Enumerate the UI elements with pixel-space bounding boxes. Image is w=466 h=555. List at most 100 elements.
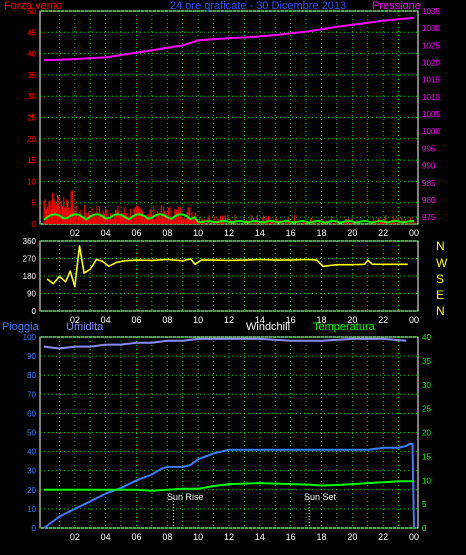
rain-y-tick-left: 60 (27, 409, 36, 418)
compass-n-top: N (436, 239, 445, 253)
rain-y-tick-left: 30 (27, 467, 36, 476)
wind-y-tick-left: 10 (27, 177, 36, 186)
direction-x-tick: 02 (70, 315, 80, 325)
rain-x-tick: 18 (316, 532, 326, 542)
pressure-y-tick-right: 1015 (422, 76, 440, 85)
humidity-title: Umidita (66, 321, 104, 333)
wind-pressure-panel: 0510152025303540455097598098599099510001… (27, 7, 440, 238)
chart-date-title: 24 ore graficate - 30 Dicembre 2013 (170, 0, 347, 12)
pressure-y-tick-right: 1030 (422, 24, 440, 33)
direction-y-tick-left: 0 (32, 307, 37, 316)
pressure-y-tick-right: 985 (422, 179, 436, 188)
compass-s: S (436, 272, 445, 286)
rain-y-tick-left: 80 (27, 371, 36, 380)
wind-x-tick: 00 (409, 228, 419, 238)
temperature-y-tick-right: 30 (422, 381, 431, 390)
rain-x-tick: 14 (255, 532, 265, 542)
pressure-y-tick-right: 975 (422, 213, 436, 222)
rain-y-tick-left: 0 (32, 524, 37, 533)
windchill-title: Windchill (246, 321, 291, 333)
wind-average-line (43, 213, 415, 224)
compass-w: W (436, 256, 448, 270)
rain-x-tick: 10 (193, 532, 203, 542)
pressure-line (43, 16, 415, 62)
rain-line (43, 443, 415, 529)
temperature-y-tick-right: 35 (422, 357, 431, 366)
compass-n-bottom: N (436, 304, 445, 318)
wind-x-tick: 22 (378, 228, 388, 238)
direction-x-tick: 20 (347, 315, 357, 325)
wind-speed-title: Forza vento (4, 0, 63, 12)
rain-x-tick: 12 (224, 532, 234, 542)
wind-direction-panel: 0 90 180 270 360 02 04 06 08 10 12 14 16 18 20 22 00 (23, 237, 419, 325)
direction-x-tick: 18 (316, 315, 326, 325)
pressure-y-tick-right: 990 (422, 162, 436, 171)
temperature-y-tick-right: 0 (422, 524, 427, 533)
rain-x-tick: 08 (162, 532, 172, 542)
sunrise-label: Sun Rise (167, 492, 204, 502)
sunset-label: Sun Set (304, 492, 337, 502)
rain-y-tick-left: 10 (27, 505, 36, 514)
wind-x-tick: 20 (347, 228, 357, 238)
wind-x-tick: 16 (286, 228, 296, 238)
pressure-y-tick-right: 1025 (422, 41, 440, 50)
wind-x-tick: 02 (70, 228, 80, 238)
direction-x-tick: 14 (255, 315, 265, 325)
pressure-y-tick-right: 995 (422, 144, 436, 153)
wind-y-tick-left: 50 (27, 7, 36, 16)
direction-y-tick-left: 180 (23, 272, 37, 281)
direction-y-tick-left: 270 (23, 255, 37, 264)
rain-humidity-panel: 0102030405060708090100051015202530354002… (23, 333, 432, 542)
temperature-y-tick-right: 25 (422, 405, 431, 414)
rain-y-tick-left: 40 (27, 448, 36, 457)
rain-x-tick: 22 (378, 532, 388, 542)
wind-y-tick-left: 45 (27, 28, 36, 37)
wind-y-tick-left: 30 (27, 92, 36, 101)
wind-y-tick-left: 5 (32, 199, 37, 208)
rain-x-tick: 06 (131, 532, 141, 542)
pressure-y-tick-right: 1005 (422, 110, 440, 119)
wind-y-tick-left: 35 (27, 71, 36, 80)
pressure-y-tick-right: 980 (422, 196, 436, 205)
pressure-y-tick-right: 1035 (422, 7, 440, 16)
pressure-title: Pressione (372, 0, 421, 12)
direction-y-tick-left: 360 (23, 237, 37, 246)
pressure-y-tick-right: 1010 (422, 93, 440, 102)
temperature-y-tick-right: 40 (422, 333, 431, 342)
wind-y-tick-left: 20 (27, 135, 36, 144)
wind-x-tick: 10 (193, 228, 203, 238)
direction-x-tick: 12 (224, 315, 234, 325)
temperature-y-tick-right: 15 (422, 452, 431, 461)
temperature-title: Temperatura (313, 321, 375, 333)
wind-x-tick: 14 (255, 228, 265, 238)
wind-x-tick: 06 (131, 228, 141, 238)
rain-y-tick-left: 100 (23, 333, 37, 342)
humidity-line (43, 337, 407, 350)
direction-x-tick: 08 (162, 315, 172, 325)
direction-x-tick: 04 (101, 315, 111, 325)
rain-y-tick-left: 90 (27, 352, 36, 361)
rain-y-tick-left: 20 (27, 486, 36, 495)
wind-y-tick-left: 25 (27, 114, 36, 123)
temperature-y-tick-right: 5 (422, 500, 427, 509)
rain-y-tick-left: 50 (27, 429, 36, 438)
wind-direction-line (46, 245, 408, 288)
pressure-y-tick-right: 1000 (422, 127, 440, 136)
rain-x-tick: 02 (70, 532, 80, 542)
rain-x-tick: 20 (347, 532, 357, 542)
direction-x-tick: 00 (409, 315, 419, 325)
wind-x-tick: 18 (316, 228, 326, 238)
direction-x-tick: 16 (286, 315, 296, 325)
wind-x-tick: 12 (224, 228, 234, 238)
pressure-y-tick-right: 1020 (422, 59, 440, 68)
temperature-line (44, 480, 414, 492)
temperature-y-tick-right: 10 (422, 476, 431, 485)
wind-y-tick-left: 15 (27, 156, 36, 165)
wind-x-tick: 04 (101, 228, 111, 238)
rain-x-tick: 00 (409, 532, 419, 542)
direction-x-tick: 06 (131, 315, 141, 325)
temperature-y-tick-right: 20 (422, 429, 431, 438)
rain-x-tick: 16 (286, 532, 296, 542)
rain-x-tick: 04 (101, 532, 111, 542)
